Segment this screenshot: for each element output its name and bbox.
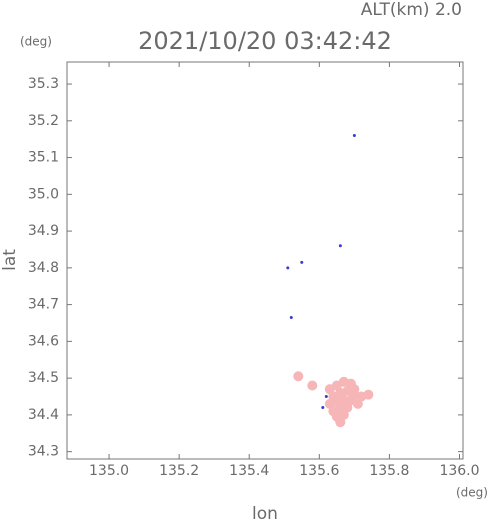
echo-point bbox=[300, 260, 304, 264]
y-tick-label: 34.4 bbox=[28, 407, 59, 423]
y-tick-label: 34.5 bbox=[28, 370, 59, 386]
y-tick-label: 34.8 bbox=[28, 260, 59, 276]
x-tick-label: 135.8 bbox=[369, 463, 409, 479]
echo-point bbox=[286, 266, 290, 270]
y-tick-label: 34.6 bbox=[28, 333, 59, 349]
y-tick-label: 35.1 bbox=[28, 150, 59, 166]
y-axis-label: lat bbox=[0, 249, 20, 271]
echo-point bbox=[338, 244, 342, 248]
chart-title: 2021/10/20 03:42:42 bbox=[138, 27, 392, 55]
echo-point bbox=[335, 417, 346, 428]
x-axis-label: lon bbox=[252, 504, 278, 521]
x-tick-label: 135.2 bbox=[159, 463, 199, 479]
y-tick-label: 35.0 bbox=[28, 186, 59, 202]
echo-point bbox=[307, 380, 318, 391]
x-unit: (deg) bbox=[456, 486, 488, 500]
x-tick-label: 135.4 bbox=[229, 463, 269, 479]
x-tick-label: 135.0 bbox=[89, 463, 129, 479]
echo-point bbox=[324, 395, 328, 399]
plot-frame bbox=[66, 61, 464, 460]
y-tick-label: 34.3 bbox=[28, 444, 59, 460]
echo-point bbox=[289, 315, 293, 319]
echo-point bbox=[352, 398, 363, 409]
y-tick-label: 35.3 bbox=[28, 76, 59, 92]
y-tick-label: 34.7 bbox=[28, 297, 59, 313]
x-tick-label: 136.0 bbox=[439, 463, 479, 479]
y-unit: (deg) bbox=[20, 35, 52, 49]
echo-point bbox=[363, 389, 374, 400]
altitude-label: ALT(km) 2.0 bbox=[361, 0, 462, 20]
echo-point bbox=[352, 134, 356, 138]
y-tick-label: 34.9 bbox=[28, 223, 59, 239]
y-tick-label: 35.2 bbox=[28, 113, 59, 129]
echo-point bbox=[321, 406, 325, 410]
echo-point bbox=[293, 371, 304, 382]
x-tick-label: 135.6 bbox=[299, 463, 339, 479]
